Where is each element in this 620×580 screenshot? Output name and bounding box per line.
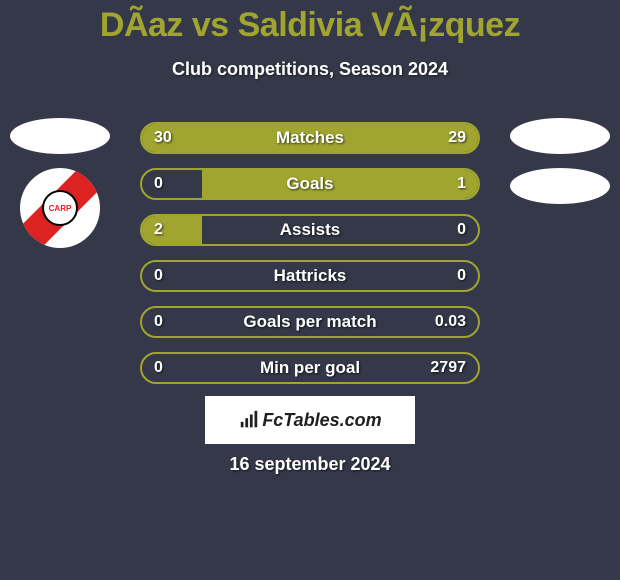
- stat-label: Min per goal: [142, 354, 478, 382]
- team-right-avatar-placeholder: [510, 168, 610, 204]
- page-title: DÃ­az vs Saldivia VÃ¡zquez: [0, 0, 620, 45]
- stat-label: Hattricks: [142, 262, 478, 290]
- player-right-avatar-placeholder: [510, 118, 610, 154]
- stat-label: Assists: [142, 216, 478, 244]
- stat-row: 2Assists0: [140, 214, 480, 246]
- stat-value-right: 0.03: [435, 308, 466, 336]
- chart-icon: [238, 409, 260, 431]
- stat-row: 0Goals1: [140, 168, 480, 200]
- team-left-badge: CARP: [20, 168, 100, 248]
- left-avatars-column: CARP: [10, 118, 110, 248]
- stat-value-right: 0: [457, 216, 466, 244]
- brand-text: FcTables.com: [262, 410, 381, 431]
- stat-value-right: 29: [448, 124, 466, 152]
- stat-value-right: 1: [457, 170, 466, 198]
- stat-row: 30Matches29: [140, 122, 480, 154]
- stat-value-right: 2797: [430, 354, 466, 382]
- stat-label: Goals per match: [142, 308, 478, 336]
- page-subtitle: Club competitions, Season 2024: [0, 59, 620, 80]
- player-left-avatar-placeholder: [10, 118, 110, 154]
- stat-row: 0Min per goal2797: [140, 352, 480, 384]
- team-badge-text: CARP: [42, 190, 78, 226]
- stat-row: 0Hattricks0: [140, 260, 480, 292]
- stat-row: 0Goals per match0.03: [140, 306, 480, 338]
- right-avatars-column: [510, 118, 610, 218]
- stat-label: Goals: [142, 170, 478, 198]
- stat-label: Matches: [142, 124, 478, 152]
- brand-badge: FcTables.com: [205, 396, 415, 444]
- date-text: 16 september 2024: [0, 454, 620, 475]
- stats-container: 30Matches290Goals12Assists00Hattricks00G…: [140, 122, 480, 398]
- stat-value-right: 0: [457, 262, 466, 290]
